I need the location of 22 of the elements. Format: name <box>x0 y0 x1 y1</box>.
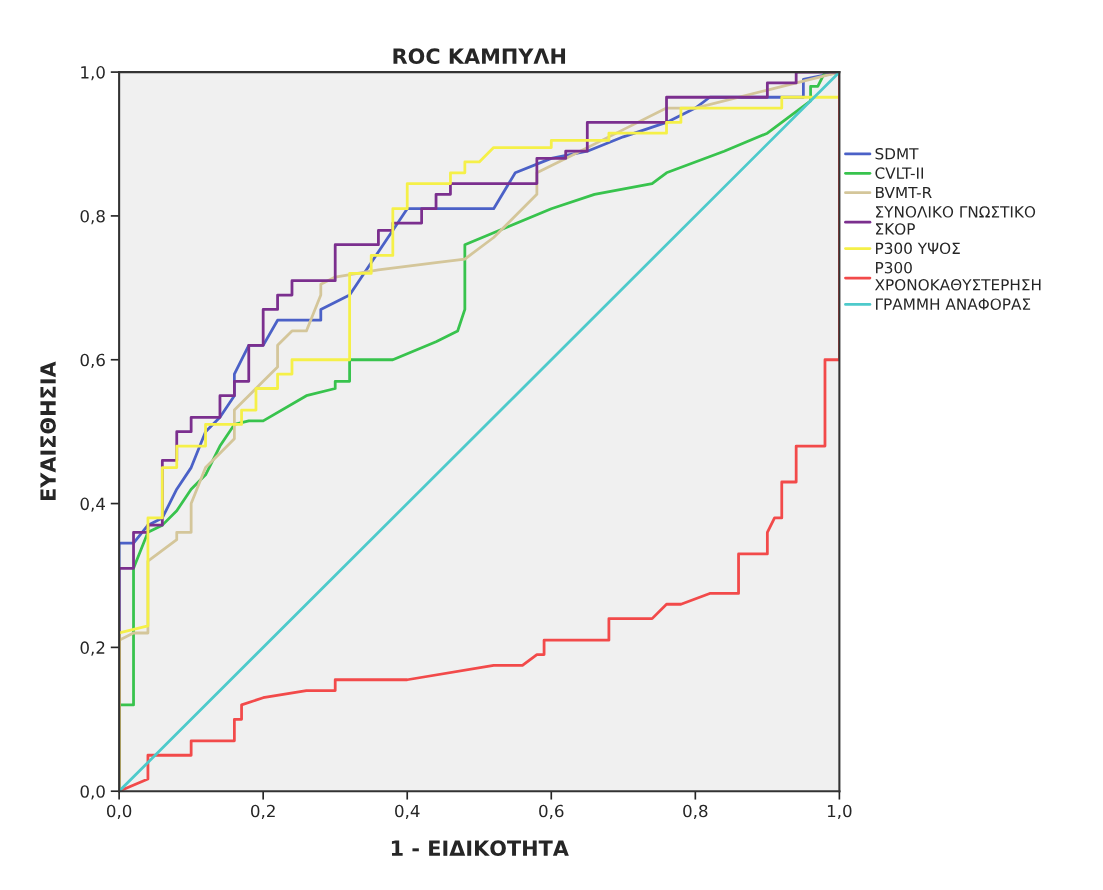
chart-title: ROC ΚΑΜΠΥΛΗ <box>393 48 566 65</box>
y-tick-label: 0,6 <box>80 353 105 369</box>
legend-label: ΣΥΝΟΛΙΚΟ ΓΝΩΣΤΙΚΟ ΣΚΟΡ <box>876 206 1036 235</box>
y-axis-title: ΕΥΑΙΣΘΗΣΙΑ <box>40 361 56 501</box>
x-tick-label: 0,2 <box>251 804 275 820</box>
y-tick-label: 0,8 <box>80 209 105 225</box>
y-tick-label: 1,0 <box>81 66 105 81</box>
x-tick-label: 1,0 <box>827 804 852 820</box>
y-tick-label: 0,2 <box>80 641 105 656</box>
legend-label: ΓΡΑΜΜΗ ΑΝΑΦΟΡΑΣ <box>876 298 1031 310</box>
x-tick-label: 0,8 <box>683 804 708 820</box>
legend-label: SDMT <box>875 147 919 160</box>
x-tick-label: 0,0 <box>106 804 132 820</box>
legend-label: CVLT-II <box>875 167 924 179</box>
x-tick-label: 0,6 <box>539 804 564 820</box>
x-tick-label: 0,4 <box>395 804 420 820</box>
legend-label: BVMT-R <box>876 186 932 199</box>
y-tick-label: 0,0 <box>80 785 105 800</box>
legend-label: P300 ΥΨΟΣ <box>876 242 960 255</box>
legend-label: P300 ΧΡΟΝΟΚΑΘΥΣΤΕΡΗΣΗ <box>874 261 1041 291</box>
x-axis-title: 1 - ΕΙΔΙΚΟΤΗΤΑ <box>391 840 569 857</box>
y-tick-label: 0,4 <box>80 497 105 512</box>
